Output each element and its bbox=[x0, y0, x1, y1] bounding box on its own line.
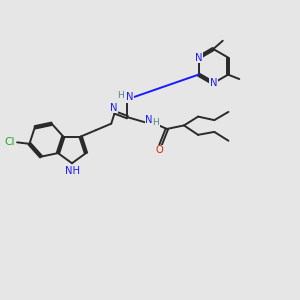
Text: H: H bbox=[153, 118, 159, 127]
Text: N: N bbox=[126, 92, 134, 103]
Text: Cl: Cl bbox=[5, 137, 15, 147]
Text: N: N bbox=[146, 115, 153, 125]
Text: NH: NH bbox=[65, 166, 80, 176]
Text: N: N bbox=[195, 52, 202, 62]
Text: N: N bbox=[110, 103, 117, 113]
Text: H: H bbox=[118, 91, 124, 100]
Text: N: N bbox=[210, 78, 217, 88]
Text: O: O bbox=[156, 146, 164, 155]
